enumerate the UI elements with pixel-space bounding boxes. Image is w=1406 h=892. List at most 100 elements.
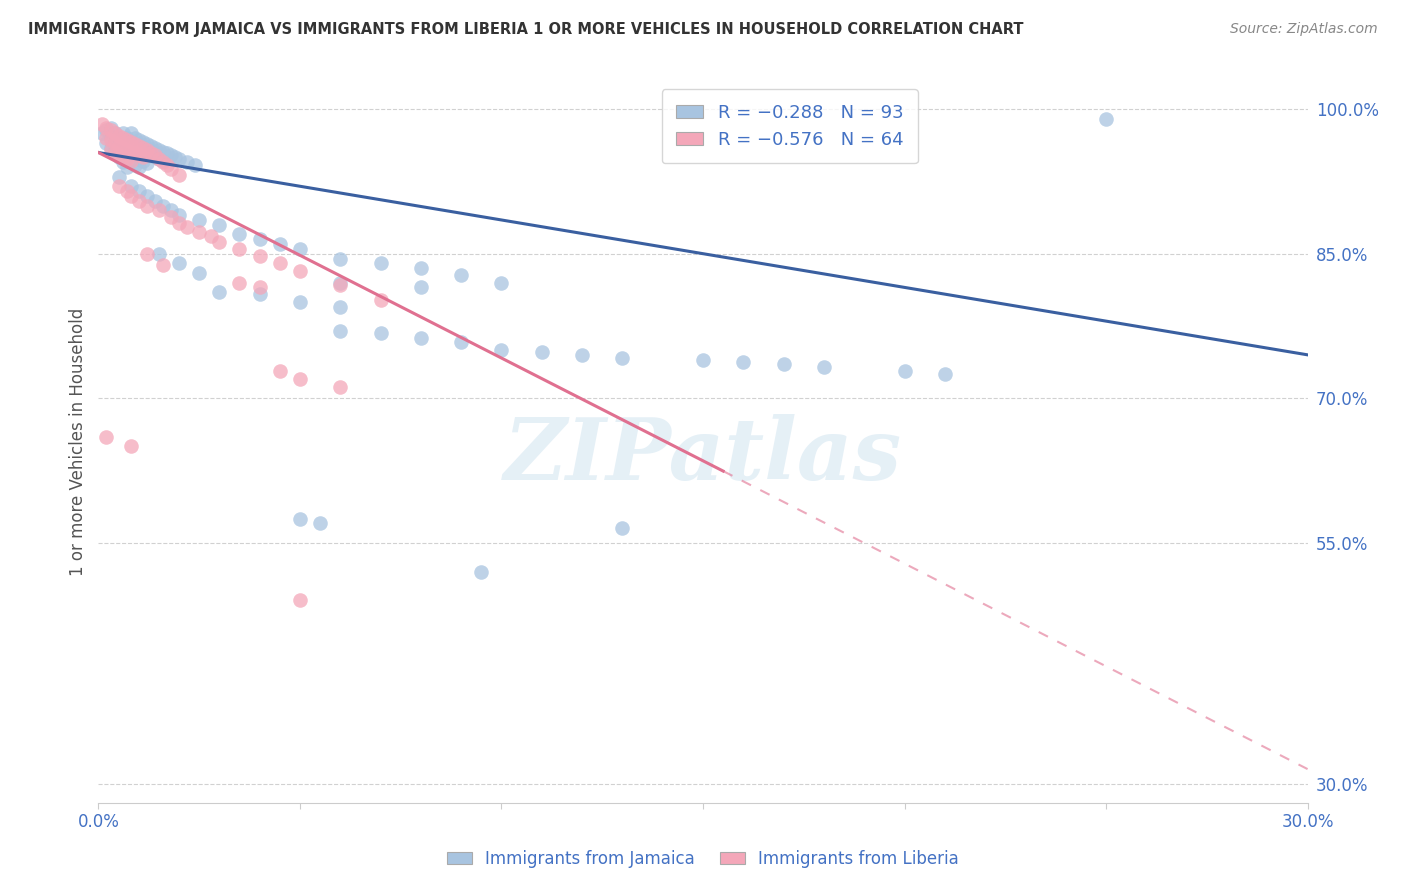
Point xyxy=(124,131,146,145)
Point xyxy=(167,153,190,167)
Point xyxy=(249,280,271,294)
Point xyxy=(135,156,157,170)
Point xyxy=(128,184,150,198)
Point xyxy=(120,136,142,150)
Point xyxy=(139,145,162,160)
Point xyxy=(288,593,311,607)
Point xyxy=(288,372,311,386)
Point xyxy=(107,148,129,162)
Point xyxy=(128,133,150,147)
Point xyxy=(115,184,138,198)
Point xyxy=(167,216,190,230)
Point xyxy=(208,285,231,300)
Point xyxy=(160,148,183,162)
Point xyxy=(120,135,142,149)
Point xyxy=(135,198,157,212)
Point xyxy=(200,229,222,244)
Y-axis label: 1 or more Vehicles in Household: 1 or more Vehicles in Household xyxy=(69,308,87,575)
Point xyxy=(228,276,250,290)
Point xyxy=(530,345,553,359)
Point xyxy=(152,258,174,272)
Point xyxy=(115,141,138,155)
Point xyxy=(103,126,125,140)
Point xyxy=(124,136,146,151)
Point xyxy=(470,565,492,579)
Point xyxy=(249,287,271,301)
Point xyxy=(132,141,155,155)
Point xyxy=(115,160,138,174)
Point xyxy=(120,154,142,169)
Point xyxy=(120,143,142,157)
Point xyxy=(571,348,593,362)
Point xyxy=(107,138,129,153)
Point xyxy=(124,141,146,155)
Point xyxy=(132,145,155,159)
Point xyxy=(120,145,142,159)
Point xyxy=(132,150,155,164)
Point xyxy=(135,246,157,260)
Point xyxy=(934,367,956,381)
Point xyxy=(167,256,190,270)
Point xyxy=(96,121,118,136)
Point xyxy=(107,131,129,145)
Point xyxy=(208,218,231,232)
Point xyxy=(893,364,915,378)
Point xyxy=(111,131,134,145)
Point xyxy=(612,351,634,365)
Point xyxy=(120,189,142,203)
Point xyxy=(188,226,211,240)
Point xyxy=(124,146,146,161)
Point xyxy=(96,430,118,444)
Point xyxy=(772,357,794,371)
Point xyxy=(188,213,211,227)
Point xyxy=(491,276,513,290)
Point xyxy=(103,136,125,150)
Point xyxy=(96,136,118,150)
Point xyxy=(160,210,183,224)
Point xyxy=(160,161,183,176)
Point xyxy=(120,126,142,140)
Point xyxy=(370,326,392,340)
Point xyxy=(156,146,179,161)
Point xyxy=(692,352,714,367)
Point xyxy=(128,153,150,167)
Point xyxy=(184,158,207,172)
Point xyxy=(288,264,311,278)
Point xyxy=(120,439,142,453)
Point xyxy=(269,256,291,270)
Point xyxy=(450,268,472,282)
Point xyxy=(128,143,150,157)
Point xyxy=(163,150,186,164)
Point xyxy=(269,364,291,378)
Point xyxy=(111,126,134,140)
Point xyxy=(370,256,392,270)
Text: IMMIGRANTS FROM JAMAICA VS IMMIGRANTS FROM LIBERIA 1 OR MORE VEHICLES IN HOUSEHO: IMMIGRANTS FROM JAMAICA VS IMMIGRANTS FR… xyxy=(28,22,1024,37)
Point xyxy=(135,143,157,157)
Point xyxy=(249,232,271,246)
Point xyxy=(107,150,129,164)
Point xyxy=(135,189,157,203)
Point xyxy=(128,148,150,162)
Point xyxy=(160,203,183,218)
Point xyxy=(91,126,114,140)
Point xyxy=(228,227,250,242)
Point xyxy=(96,123,118,137)
Point xyxy=(107,129,129,144)
Point xyxy=(124,148,146,162)
Point xyxy=(329,252,352,266)
Point xyxy=(409,331,432,345)
Point xyxy=(120,153,142,167)
Point xyxy=(111,136,134,150)
Point xyxy=(128,138,150,153)
Point xyxy=(91,117,114,131)
Point xyxy=(107,179,129,194)
Point xyxy=(152,198,174,212)
Point xyxy=(111,141,134,155)
Point xyxy=(143,148,166,162)
Point xyxy=(813,360,835,375)
Point xyxy=(111,155,134,169)
Point xyxy=(148,153,170,167)
Point xyxy=(167,208,190,222)
Point xyxy=(120,179,142,194)
Point xyxy=(188,266,211,280)
